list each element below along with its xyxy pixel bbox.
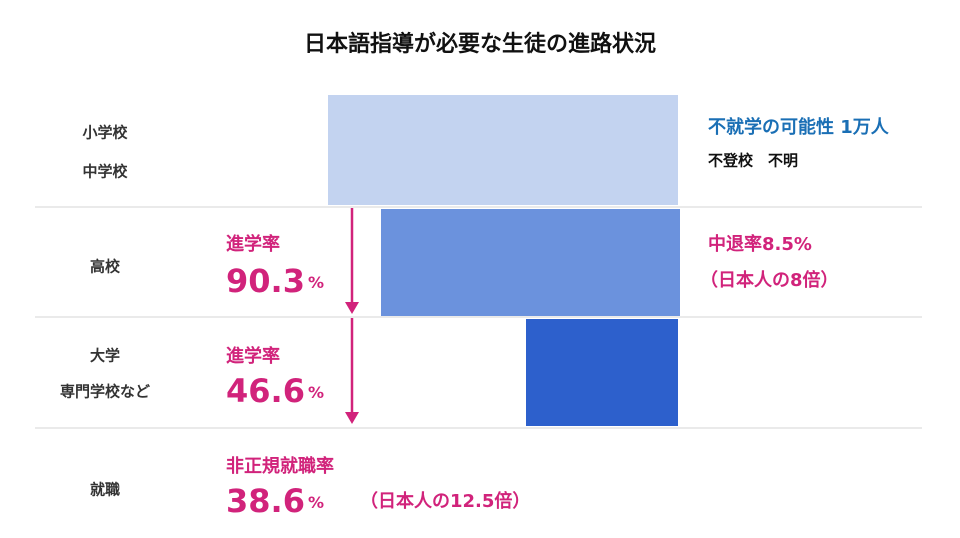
row-label: 小学校: [82, 124, 128, 142]
rate-unit: %: [308, 493, 324, 512]
right-note: 不就学の可能性 1万人: [708, 116, 890, 138]
bar-elementary: [328, 95, 678, 205]
rate-label: 非正規就職率: [226, 455, 334, 477]
arrowhead: [345, 302, 359, 314]
right-note: 不登校 不明: [708, 152, 798, 170]
row-label: 中学校: [82, 163, 128, 181]
right-note: （日本人の8倍）: [700, 269, 839, 291]
rate: 46.6%: [226, 372, 324, 410]
arrowhead: [345, 412, 359, 424]
row-label: 高校: [90, 258, 121, 276]
rate-label: 進学率: [226, 345, 280, 367]
separators: [35, 206, 922, 429]
bar-university: [526, 319, 678, 426]
rate-unit: %: [308, 273, 324, 292]
row-label: 専門学校など: [60, 383, 150, 401]
rate: 90.3%: [226, 262, 324, 300]
right-note: 中退率8.5%: [708, 233, 812, 255]
rate-value: 38.6: [226, 482, 305, 520]
row-label: 大学: [90, 347, 120, 365]
bar-high-school: [381, 209, 680, 316]
rate-unit: %: [308, 383, 324, 402]
rate-value: 90.3: [226, 262, 305, 300]
arrows: [345, 208, 359, 424]
rate-value: 46.6: [226, 372, 305, 410]
rate: 38.6%: [226, 482, 324, 520]
note: （日本人の12.5倍）: [360, 490, 530, 512]
rate-label: 進学率: [226, 233, 280, 255]
title: 日本語指導が必要な生徒の進路状況: [304, 31, 656, 57]
row-label: 就職: [90, 481, 120, 499]
